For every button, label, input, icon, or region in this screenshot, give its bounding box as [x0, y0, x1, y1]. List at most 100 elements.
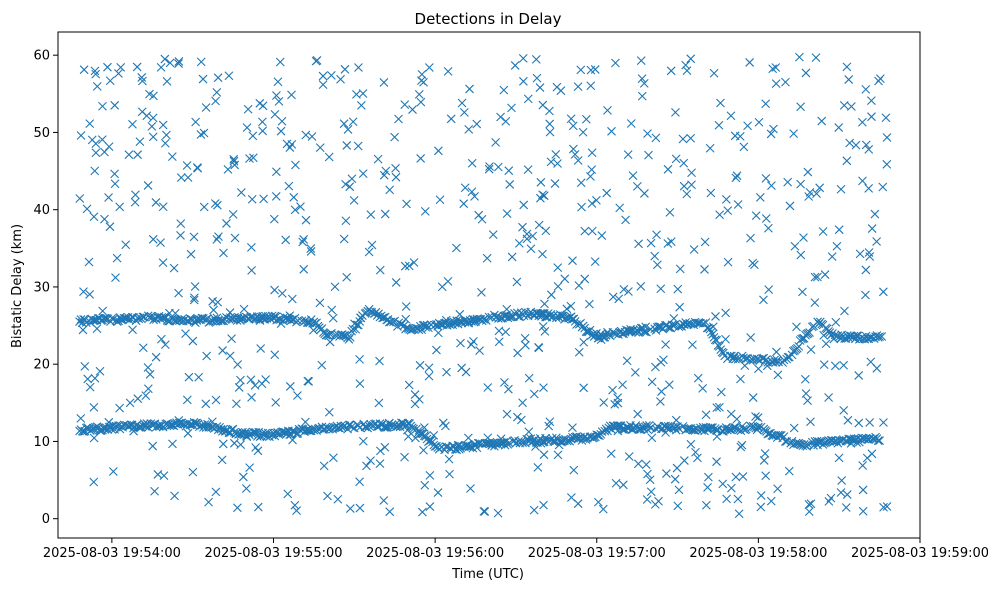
detection-point: [671, 154, 681, 164]
detection-point: [772, 347, 781, 357]
detection-point: [233, 503, 242, 513]
detection-point: [727, 351, 736, 361]
detection-point: [226, 428, 235, 438]
detection-point: [484, 312, 494, 322]
detection-point: [577, 202, 586, 212]
detection-point: [550, 179, 560, 188]
detection-point: [108, 467, 118, 476]
detection-point: [250, 428, 260, 438]
detection-point: [769, 124, 778, 134]
detection-point: [675, 264, 685, 274]
detection-point: [296, 202, 305, 212]
detection-point: [830, 361, 840, 371]
detection-point: [545, 127, 555, 137]
y-tick-label: 40: [33, 203, 50, 218]
detection-point: [197, 313, 207, 323]
detection-point: [419, 423, 429, 432]
detection-point: [861, 85, 871, 94]
detection-point: [418, 507, 427, 517]
detection-point: [375, 446, 385, 456]
detection-point: [866, 357, 876, 367]
y-tick-label: 20: [33, 358, 50, 373]
detection-point: [272, 91, 281, 100]
detection-point: [841, 503, 851, 512]
detection-point: [416, 97, 426, 107]
detection-point: [160, 54, 170, 64]
detection-point: [464, 318, 473, 328]
detection-point: [272, 315, 281, 325]
detection-point: [247, 242, 256, 252]
detection-point: [188, 336, 198, 346]
detection-point: [689, 425, 699, 435]
detection-point: [761, 214, 771, 223]
detection-point: [258, 311, 268, 321]
detection-point: [536, 177, 546, 187]
detection-point: [766, 129, 776, 139]
detection-point: [419, 445, 428, 455]
detection-point: [745, 58, 755, 67]
detection-point: [608, 385, 617, 395]
detection-point: [183, 173, 193, 182]
x-tick-label: 2025-08-03 19:56:00: [366, 546, 504, 561]
detection-point: [796, 250, 806, 260]
detection-point: [682, 189, 692, 199]
detection-point: [417, 76, 426, 86]
detection-point: [82, 204, 92, 214]
detection-point: [882, 159, 892, 169]
detection-point: [817, 116, 827, 126]
detection-point: [85, 119, 95, 128]
detection-point: [100, 214, 109, 224]
detection-point: [470, 192, 479, 201]
detection-point: [159, 471, 169, 480]
detection-point: [686, 54, 696, 64]
detection-point: [522, 229, 532, 239]
detection-point: [496, 112, 505, 122]
detection-point: [594, 331, 604, 341]
detection-point: [124, 150, 134, 160]
detection-point: [433, 146, 443, 156]
detection-point: [626, 119, 636, 128]
detection-point: [739, 353, 748, 363]
detection-point: [128, 119, 137, 129]
detection-point: [307, 132, 317, 141]
detection-point: [706, 327, 716, 337]
detection-point: [148, 234, 158, 244]
detection-point: [110, 100, 120, 110]
detection-point: [347, 174, 357, 184]
detection-point: [568, 256, 577, 266]
detection-point: [435, 195, 445, 205]
detection-point: [753, 423, 763, 433]
detection-point: [721, 195, 731, 204]
detection-point: [400, 261, 410, 271]
detection-point: [250, 380, 260, 390]
detection-point: [803, 167, 813, 177]
detection-point: [633, 409, 643, 419]
detection-point: [624, 287, 633, 296]
detection-point: [761, 99, 771, 109]
detection-point: [184, 372, 194, 382]
detection-point: [190, 282, 200, 291]
detection-point: [726, 483, 736, 493]
detection-point: [652, 322, 662, 332]
detection-point: [277, 116, 287, 126]
detection-point: [701, 500, 711, 510]
detection-point: [214, 232, 223, 242]
detection-point: [315, 298, 325, 308]
detection-point: [878, 182, 888, 192]
detection-point: [236, 188, 246, 197]
detection-point: [507, 103, 516, 113]
detection-point: [499, 85, 509, 95]
detection-point: [806, 499, 816, 509]
detection-point: [673, 501, 683, 511]
detection-point: [201, 399, 211, 409]
detection-point: [865, 433, 875, 443]
detection-point: [866, 96, 876, 105]
detection-point: [345, 182, 355, 192]
detection-point: [438, 418, 448, 428]
detection-point: [299, 264, 309, 274]
detection-point: [385, 185, 395, 195]
detection-point: [540, 326, 550, 336]
detection-point: [442, 367, 451, 377]
detection-point: [75, 194, 85, 203]
detection-point: [287, 294, 297, 304]
